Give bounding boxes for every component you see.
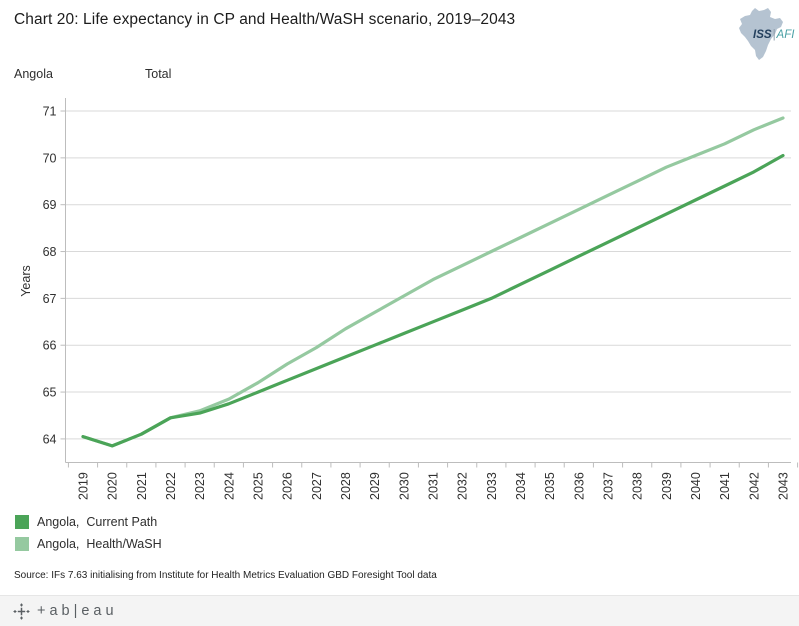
y-tick-label: 70	[43, 151, 57, 165]
logo-divider: |	[772, 29, 776, 41]
x-tick-label: 2040	[689, 472, 703, 500]
x-tick-label: 2037	[602, 472, 616, 500]
x-tick-label: 2024	[222, 472, 236, 500]
y-tick-label: 68	[43, 245, 57, 259]
panel-region-label: Angola	[14, 67, 53, 81]
chart-area: 64 65 66 67 68 69 70 71 Years 2019 2020 2021 2022 202…	[0, 88, 799, 512]
panel-header: Angola Total	[0, 67, 799, 83]
logo-afi: AFI	[776, 29, 795, 41]
legend: Angola, Current Path Angola, Health/WaSH	[15, 511, 162, 555]
chart-title: Chart 20: Life expectancy in CP and Heal…	[14, 11, 516, 28]
logo-text: ISS|AFI	[753, 29, 794, 41]
x-tick-label: 2039	[660, 472, 674, 500]
line-chart[interactable]: 64 65 66 67 68 69 70 71 Years 2019 2020 2021 2022 202…	[0, 88, 799, 512]
legend-item-health-wash[interactable]: Angola, Health/WaSH	[15, 533, 162, 555]
x-tick-label: 2022	[164, 472, 178, 500]
legend-swatch-health-wash	[15, 537, 29, 551]
x-tick-label: 2028	[339, 472, 353, 500]
x-tick-label: 2025	[252, 472, 266, 500]
x-tick-label: 2029	[368, 472, 382, 500]
x-tick-label: 2021	[135, 472, 149, 500]
series-line-angola-health-wash[interactable]	[81, 116, 785, 448]
y-tick-label: 69	[43, 198, 57, 212]
x-tick-label: 2026	[281, 472, 295, 500]
x-tick-label: 2043	[777, 472, 791, 500]
x-tick-label: 2032	[456, 472, 470, 500]
source-note: Source: IFs 7.63 initialising from Insti…	[14, 570, 437, 581]
x-tick-label: 2031	[427, 472, 441, 500]
tableau-plus-glyph-icon	[13, 603, 30, 620]
panel-measure-label: Total	[145, 67, 172, 81]
x-tick-label: 2027	[310, 472, 324, 500]
logo-iss: ISS	[753, 29, 772, 41]
tableau-logo[interactable]: +ab|eau	[13, 603, 118, 620]
tableau-wordmark: +ab|eau	[37, 603, 118, 619]
y-tick-label: 64	[43, 432, 57, 446]
x-tick-label: 2019	[77, 472, 91, 500]
y-tick-label: 66	[43, 339, 57, 353]
tableau-toolbar: +ab|eau	[0, 595, 799, 626]
legend-item-current-path[interactable]: Angola, Current Path	[15, 511, 162, 533]
legend-swatch-current-path	[15, 515, 29, 529]
y-axis-title: Years	[19, 265, 33, 297]
x-tick-label: 2038	[631, 472, 645, 500]
y-tick-label: 71	[43, 105, 57, 119]
x-tick-label: 2030	[397, 472, 411, 500]
series-line-angola-current-path[interactable]	[81, 153, 785, 448]
iss-afi-logo: ISS|AFI	[733, 6, 799, 64]
x-tick-label: 2041	[718, 472, 732, 500]
x-tick-label: 2033	[485, 472, 499, 500]
legend-label-current-path: Angola, Current Path	[37, 515, 158, 529]
x-tick-label: 2034	[514, 472, 528, 500]
x-tick-label: 2036	[572, 472, 586, 500]
legend-label-health-wash: Angola, Health/WaSH	[37, 537, 162, 551]
x-tick-label: 2020	[106, 472, 120, 500]
x-tick-label: 2023	[193, 472, 207, 500]
x-tick-label: 2042	[747, 472, 761, 500]
y-tick-label: 65	[43, 386, 57, 400]
africa-map-icon	[739, 8, 783, 60]
y-tick-label: 67	[43, 292, 57, 306]
x-tick-label: 2035	[543, 472, 557, 500]
